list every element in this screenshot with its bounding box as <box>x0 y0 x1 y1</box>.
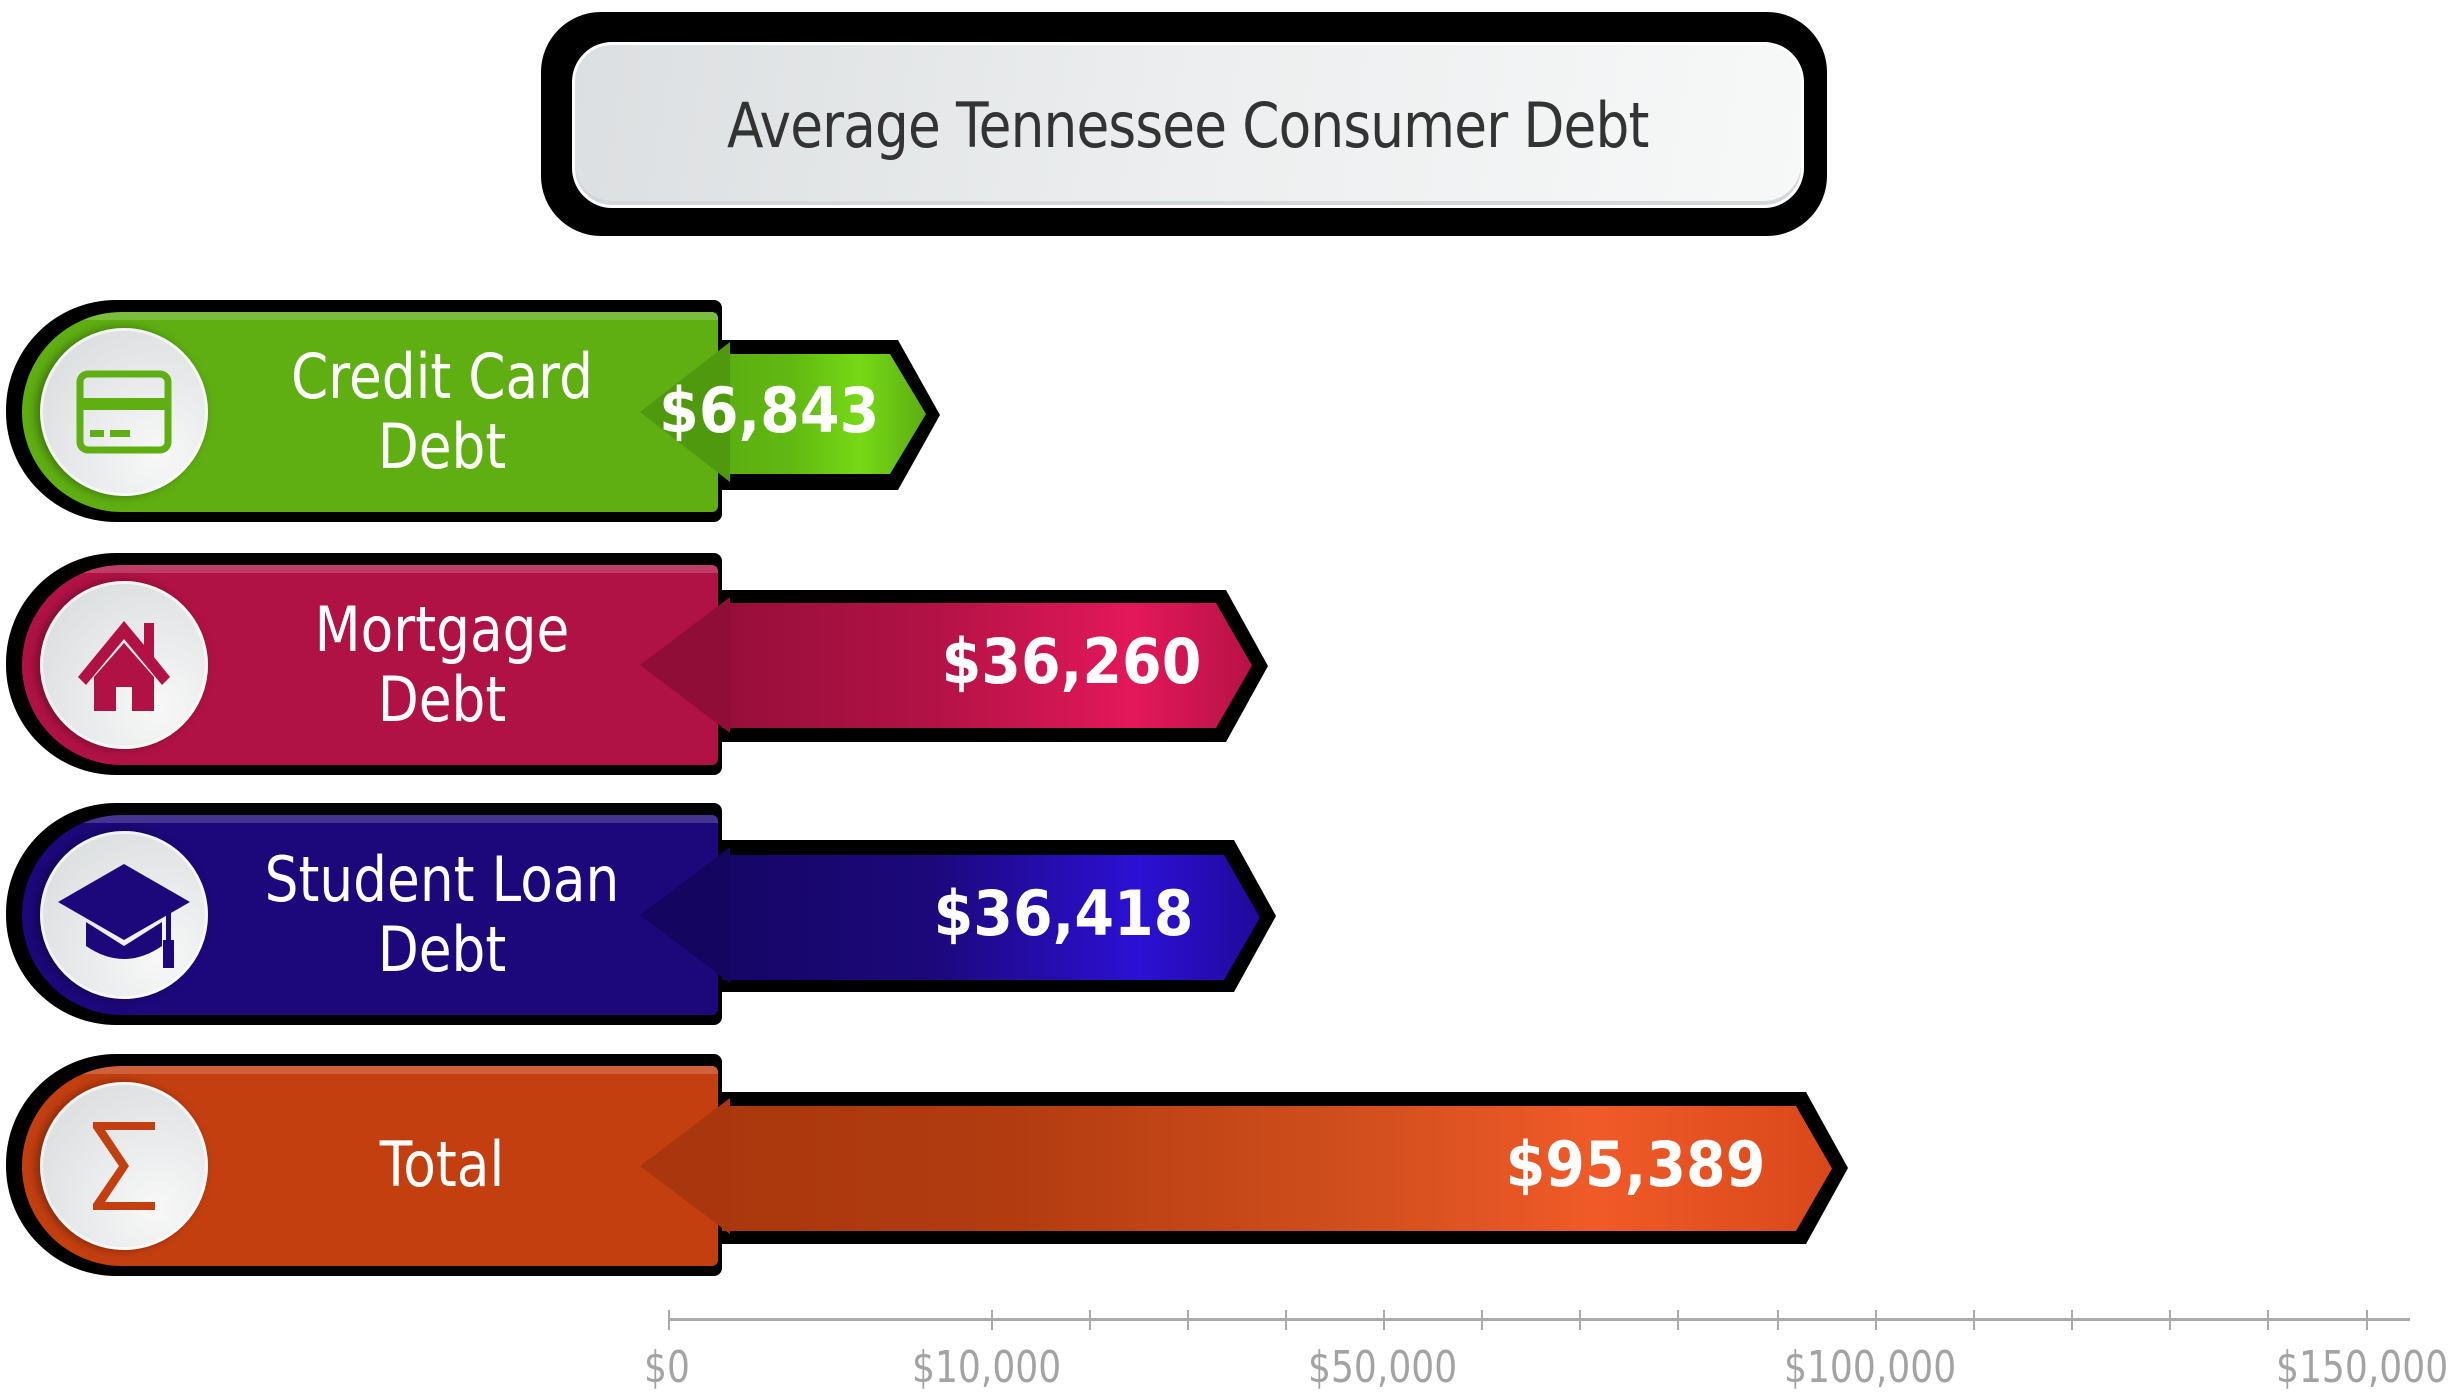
icon-circle <box>40 831 208 999</box>
category-tab-total: Total <box>22 1066 718 1266</box>
axis-tick <box>2366 1310 2368 1330</box>
icon-circle <box>40 328 208 496</box>
sigma-icon <box>93 1122 155 1210</box>
axis-label: $50,000 <box>1308 1342 1458 1393</box>
axis-tick <box>991 1310 993 1330</box>
axis-tick <box>2169 1310 2171 1330</box>
label-line-1: Credit Card <box>290 340 594 413</box>
credit-card-icon <box>76 370 172 454</box>
x-axis-line <box>668 1318 2410 1321</box>
axis-tick <box>1777 1310 1779 1330</box>
axis-label: $100,000 <box>1784 1342 1957 1393</box>
axis-tick <box>1481 1310 1483 1330</box>
label-line-1: Total <box>379 1128 505 1201</box>
category-label: Student Loan Debt <box>253 845 631 985</box>
category-tab-credit-card: Credit Card Debt <box>22 312 718 512</box>
bar-student-loan <box>660 855 1260 980</box>
axis-label: $10,000 <box>912 1342 1062 1393</box>
label-line-2: Debt <box>377 663 507 736</box>
category-tab-student-loan: Student Loan Debt <box>22 815 718 1015</box>
axis-tick <box>1973 1310 1975 1330</box>
category-tab-mortgage: Mortgage Debt <box>22 565 718 765</box>
axis-tick <box>2267 1310 2269 1330</box>
icon-circle <box>40 1082 208 1250</box>
bar-row-credit-card: Credit Card Debt $6,843 <box>0 300 2459 522</box>
house-icon <box>78 621 170 711</box>
axis-tick <box>2071 1310 2073 1330</box>
graduation-cap-icon <box>58 864 190 968</box>
bar-row-total: Total $95,389 <box>0 1054 2459 1276</box>
bar-mortgage <box>660 603 1252 728</box>
category-label: Credit Card Debt <box>253 342 631 482</box>
value-label: $36,260 <box>941 625 1201 698</box>
axis-tick <box>1677 1310 1679 1330</box>
chart-title-box: Average Tennessee Consumer Debt <box>572 42 1804 208</box>
value-label: $95,389 <box>1505 1128 1765 1201</box>
label-line-2: Debt <box>377 913 507 986</box>
label-line-2: Debt <box>377 410 507 483</box>
bar-row-mortgage: Mortgage Debt $36,260 <box>0 553 2459 775</box>
bar-row-student-loan: Student Loan Debt $36,418 <box>0 803 2459 1025</box>
label-line-1: Mortgage <box>314 593 570 666</box>
axis-tick <box>1383 1310 1385 1330</box>
axis-tick <box>1187 1310 1189 1330</box>
category-label: Mortgage Debt <box>253 595 631 735</box>
axis-tick <box>1089 1310 1091 1330</box>
bar-total <box>660 1106 1832 1231</box>
axis-label: $150,000 <box>2276 1342 2449 1393</box>
axis-tick <box>668 1310 670 1330</box>
axis-tick <box>1875 1310 1877 1330</box>
label-line-1: Student Loan <box>264 843 620 916</box>
axis-label: $0 <box>644 1342 690 1393</box>
axis-tick <box>1579 1310 1581 1330</box>
value-label: $6,843 <box>658 374 879 447</box>
category-label: Total <box>253 1130 631 1200</box>
axis-tick <box>1285 1310 1287 1330</box>
icon-circle <box>40 581 208 749</box>
chart-title: Average Tennessee Consumer Debt <box>727 88 1649 162</box>
value-label: $36,418 <box>933 877 1193 950</box>
